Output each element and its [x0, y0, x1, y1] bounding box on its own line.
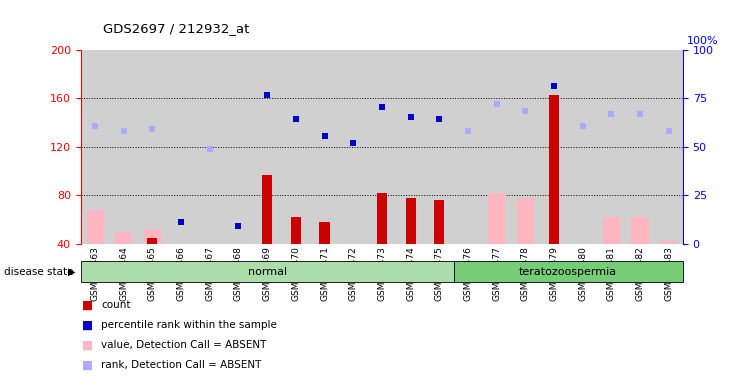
Bar: [339, 50, 367, 244]
Bar: [319, 222, 330, 244]
Bar: [631, 217, 649, 244]
Bar: [453, 50, 482, 244]
Text: teratozoospermia: teratozoospermia: [519, 266, 617, 277]
Bar: [310, 50, 339, 244]
Bar: [517, 198, 534, 244]
Bar: [81, 261, 453, 282]
Bar: [281, 50, 310, 244]
Bar: [539, 50, 568, 244]
Bar: [147, 238, 158, 244]
Bar: [511, 50, 539, 244]
Bar: [488, 193, 505, 244]
Bar: [453, 261, 683, 282]
Bar: [253, 50, 281, 244]
Bar: [291, 217, 301, 244]
Bar: [396, 50, 425, 244]
Text: percentile rank within the sample: percentile rank within the sample: [101, 320, 277, 330]
Bar: [459, 244, 476, 256]
Text: normal: normal: [248, 266, 286, 277]
Bar: [603, 217, 620, 244]
Bar: [167, 50, 195, 244]
Text: ▶: ▶: [68, 266, 76, 277]
Bar: [574, 244, 591, 246]
Bar: [348, 244, 358, 286]
Bar: [425, 50, 453, 244]
Bar: [176, 244, 186, 268]
Bar: [377, 193, 387, 244]
Text: GDS2697 / 212932_at: GDS2697 / 212932_at: [103, 22, 250, 35]
Bar: [138, 50, 167, 244]
Bar: [115, 232, 132, 244]
Text: value, Detection Call = ABSENT: value, Detection Call = ABSENT: [101, 340, 266, 350]
Text: ■: ■: [82, 339, 94, 352]
Text: ■: ■: [82, 299, 94, 312]
Text: count: count: [101, 300, 130, 310]
Bar: [654, 50, 683, 244]
Bar: [224, 50, 253, 244]
Bar: [568, 50, 597, 244]
Bar: [625, 50, 654, 244]
Bar: [434, 200, 444, 244]
Bar: [109, 50, 138, 244]
Bar: [201, 244, 218, 274]
Bar: [144, 229, 161, 244]
Bar: [405, 198, 416, 244]
Text: disease state: disease state: [4, 266, 73, 277]
Bar: [81, 50, 109, 244]
Bar: [597, 50, 625, 244]
Bar: [262, 175, 272, 244]
Bar: [195, 50, 224, 244]
Bar: [367, 50, 396, 244]
Text: ■: ■: [82, 319, 94, 332]
Bar: [233, 244, 244, 270]
Bar: [482, 50, 511, 244]
Text: 100%: 100%: [687, 36, 718, 46]
Text: rank, Detection Call = ABSENT: rank, Detection Call = ABSENT: [101, 360, 261, 370]
Text: ■: ■: [82, 359, 94, 372]
Bar: [87, 210, 104, 244]
Bar: [549, 95, 559, 244]
Bar: [660, 242, 677, 244]
